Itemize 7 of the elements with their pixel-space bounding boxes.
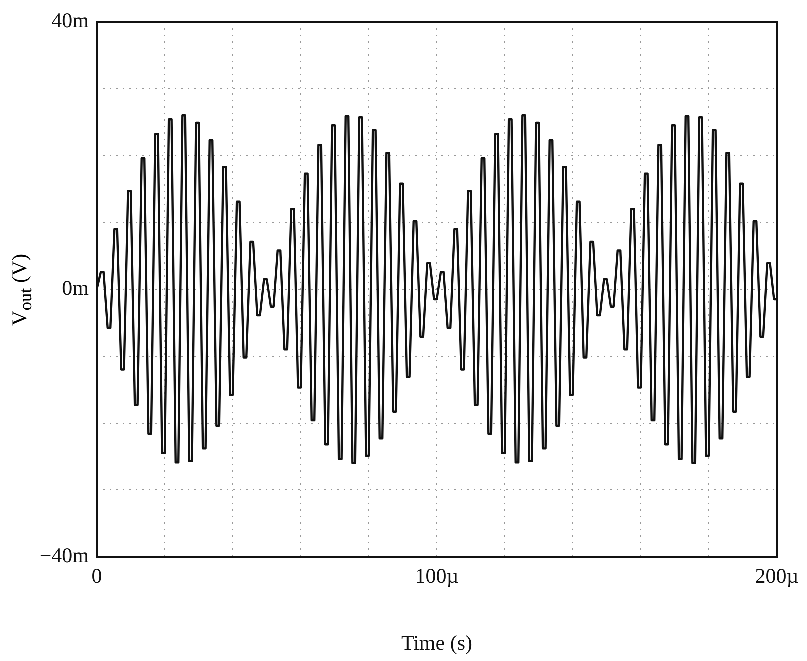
y-tick-label: 0m [62,276,89,300]
x-tick-label: 100µ [415,564,459,588]
y-tick-label: −40m [40,544,89,568]
x-tick-label: 200µ [755,564,799,588]
x-tick-label: 0 [92,564,102,588]
y-tick-label: 40m [52,8,89,33]
x-axis-title: Time (s) [402,630,472,655]
